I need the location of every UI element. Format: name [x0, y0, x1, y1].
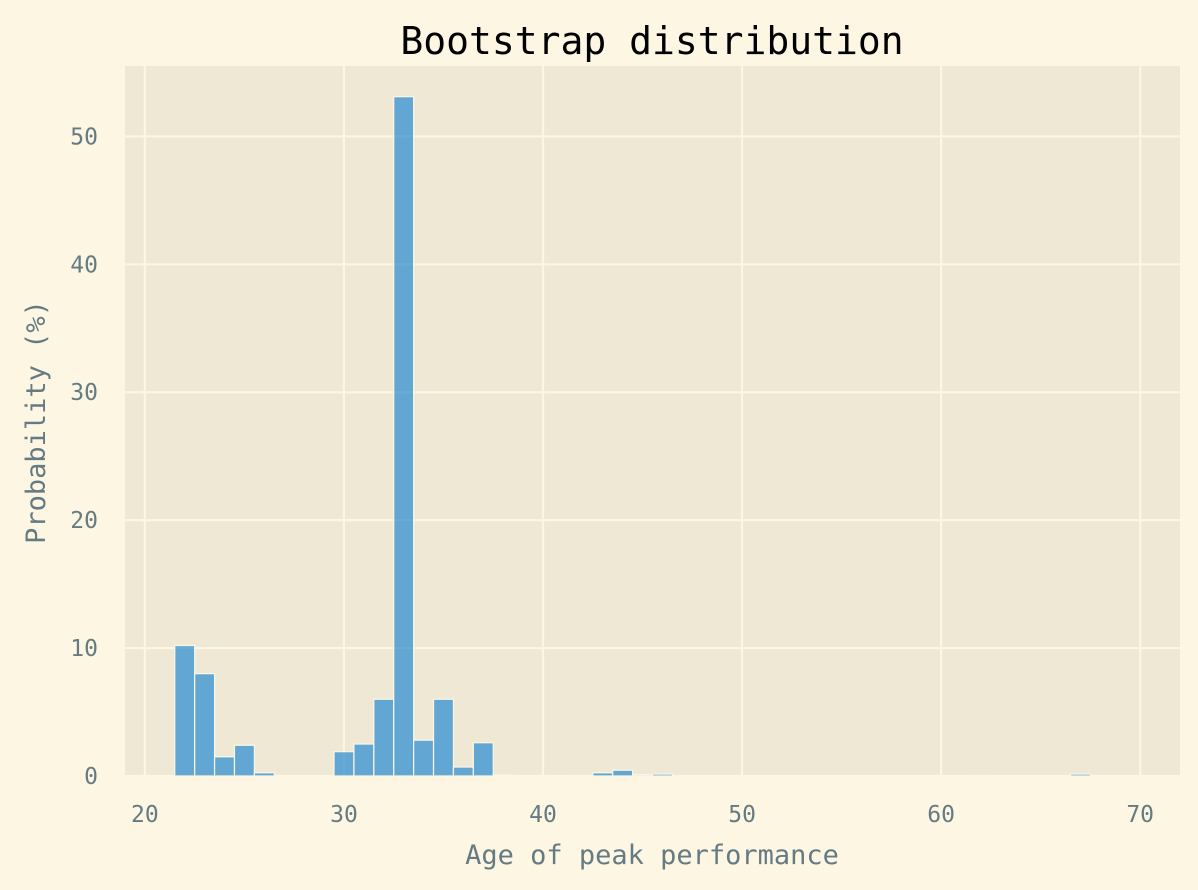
- y-tick-label: 20: [70, 508, 98, 534]
- histogram-bar: [213, 756, 236, 777]
- histogram-bar: [492, 774, 514, 777]
- histogram-bar: [233, 744, 255, 777]
- x-tick-label: 60: [927, 802, 955, 828]
- histogram-bar: [393, 96, 415, 777]
- histogram-bar: [592, 772, 614, 777]
- histogram-bar: [353, 743, 375, 777]
- histogram-bar: [432, 698, 455, 777]
- x-axis-label: Age of peak performance: [465, 840, 839, 871]
- chart-title: Bootstrap distribution: [400, 19, 903, 63]
- plot-area: [125, 66, 1180, 776]
- histogram-bar: [413, 739, 435, 777]
- x-tick-label: 30: [330, 802, 358, 828]
- histogram-bar: [631, 774, 654, 777]
- histogram-bar: [572, 774, 594, 777]
- histogram-bar: [970, 774, 992, 777]
- y-tick-label: 10: [70, 636, 98, 662]
- grid-lines: [125, 66, 1180, 778]
- histogram-bar: [472, 742, 494, 777]
- y-axis-ticks: 0 10 20 30 40 50: [70, 124, 98, 790]
- y-tick-label: 50: [70, 124, 98, 150]
- histogram-bar: [253, 772, 275, 777]
- histogram-bar: [194, 673, 216, 777]
- histogram-bar: [373, 698, 395, 777]
- x-tick-label: 50: [728, 802, 756, 828]
- y-tick-label: 0: [84, 764, 98, 790]
- x-tick-label: 40: [529, 802, 557, 828]
- y-tick-label: 40: [70, 252, 98, 278]
- histogram-bar: [651, 773, 674, 777]
- x-tick-label: 70: [1126, 802, 1154, 828]
- y-axis-label: Probability (%): [21, 300, 52, 544]
- histogram-bar: [174, 644, 196, 777]
- x-tick-label: 20: [131, 802, 159, 828]
- histogram-bar: [612, 769, 634, 777]
- histogram-bar: [333, 751, 355, 777]
- histogram-bar: [1069, 773, 1092, 777]
- y-tick-label: 30: [70, 380, 98, 406]
- x-axis-ticks: 20 30 40 50 60 70: [131, 802, 1154, 828]
- histogram-bar: [452, 766, 474, 777]
- histogram-bars: [174, 96, 1092, 777]
